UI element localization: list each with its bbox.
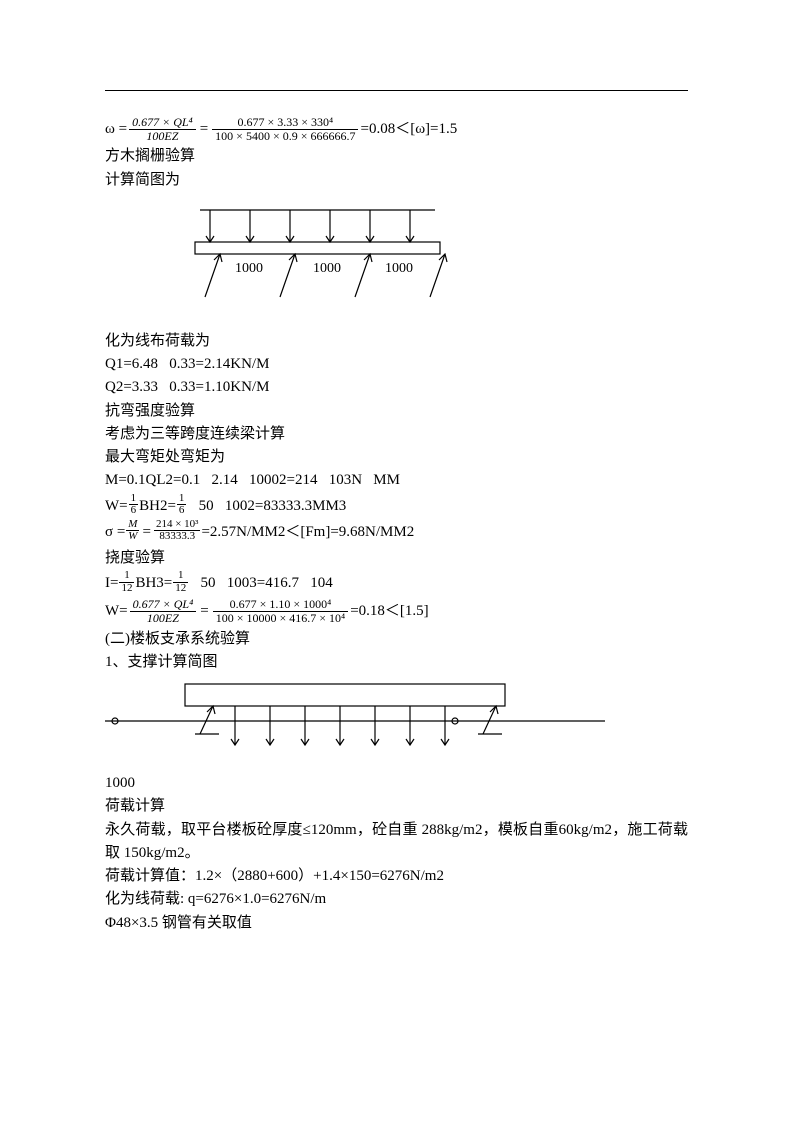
eqw1-mid: BH2= [139,495,176,518]
text-4: Q1=6.48 0.33=2.14KN/M [105,353,688,376]
eq-omega-f2d: 100 × 5400 × 0.9 × 666666.7 [212,130,358,143]
eq-omega-f1n: 0.677 × QL⁴ [129,116,196,130]
eqi-n: 1 [119,570,134,583]
eqw2-f2d: 100 × 10000 × 416.7 × 10⁴ [213,612,349,625]
text-17: Φ48×3.5 钢管有关取值 [105,912,688,935]
eqsig-f2d: 83333.3 [154,531,201,543]
text-13: 荷载计算 [105,795,688,818]
span-2: 1000 [313,261,341,276]
text-14: 永久荷载，取平台楼板砼厚度≤120mm，砼自重 288kg/m2，模板自重60k… [105,819,688,866]
span-3: 1000 [385,261,413,276]
diagram-beam-svg: 1000 1000 1000 [185,202,465,312]
diagram-slab-svg [105,679,605,759]
eq-omega-f1d: 100EZ [129,130,196,143]
eqi-mid: BH3= [135,572,172,595]
eqw1-d2: 6 [177,505,187,517]
eqsig-post: =2.57N/MM2＜[Fm]=9.68N/MM2 [201,521,414,544]
eqw2-mid: = [200,600,208,623]
eqi-d2: 12 [173,583,188,595]
text-9: M=0.1QL2=0.1 2.14 10002=214 103N MM [105,469,688,492]
text-3: 化为线布荷载为 [105,330,688,353]
eqw1-post: 50 1002=83333.3MM3 [187,495,346,518]
eq-omega-pre: ω = [105,118,127,141]
text-8: 最大弯矩处弯矩为 [105,446,688,469]
eq-omega-post: =0.08＜[ω]=1.5 [360,118,457,141]
equation-i: I= 112 BH3= 112 50 1003=416.7 104 [105,572,688,596]
eqw1-d: 6 [129,505,139,517]
eqw2-pre: W= [105,600,128,623]
eqw2-f1d: 100EZ [130,612,197,625]
span-1: 1000 [235,261,263,276]
diagram-slab-support [105,679,688,767]
eq-omega-mid: = [200,118,208,141]
equation-omega: ω = 0.677 × QL⁴100EZ = 0.677 × 3.33 × 33… [105,116,688,143]
text-15: 荷载计算值：1.2×（2880+600）+1.4×150=6276N/m2 [105,865,688,888]
eqi-pre: I= [105,572,118,595]
text-10: 挠度验算 [105,547,688,570]
text-11: (二)楼板支承系统验算 [105,628,688,651]
header-rule [105,90,688,91]
equation-sigma: σ = MW = 214 × 10³83333.3 =2.57N/MM2＜[Fm… [105,521,688,545]
text-6: 抗弯强度验算 [105,400,688,423]
eqsig-mid: = [142,521,150,544]
eqw2-f2n: 0.677 × 1.10 × 1000⁴ [213,598,349,612]
eqw2-post: =0.18＜[1.5] [350,600,428,623]
eqw1-pre: W= [105,495,128,518]
eqi-n2: 1 [173,570,188,583]
text-5: Q2=3.33 0.33=1.10KN/M [105,376,688,399]
eqsig-pre: σ = [105,521,125,544]
text-12: 1、支撑计算简图 [105,651,688,674]
diagram2-label-1000: 1000 [105,772,688,795]
equation-w2: W= 0.677 × QL⁴100EZ = 0.677 × 1.10 × 100… [105,598,688,625]
text-7: 考虑为三等跨度连续梁计算 [105,423,688,446]
eq-omega-f2n: 0.677 × 3.33 × 330⁴ [212,116,358,130]
text-1: 方木搁栅验算 [105,145,688,168]
eqsig-f1d: W [126,531,139,543]
eqw2-f1n: 0.677 × QL⁴ [130,598,197,612]
eqi-post: 50 1003=416.7 104 [189,572,332,595]
text-2: 计算简图为 [105,169,688,192]
diagram-beam-grid: 1000 1000 1000 [185,202,688,320]
text-16: 化为线荷载: q=6276×1.0=6276N/m [105,888,688,911]
equation-w1: W= 16 BH2= 16 50 1002=83333.3MM3 [105,495,688,519]
eqi-d: 12 [119,583,134,595]
